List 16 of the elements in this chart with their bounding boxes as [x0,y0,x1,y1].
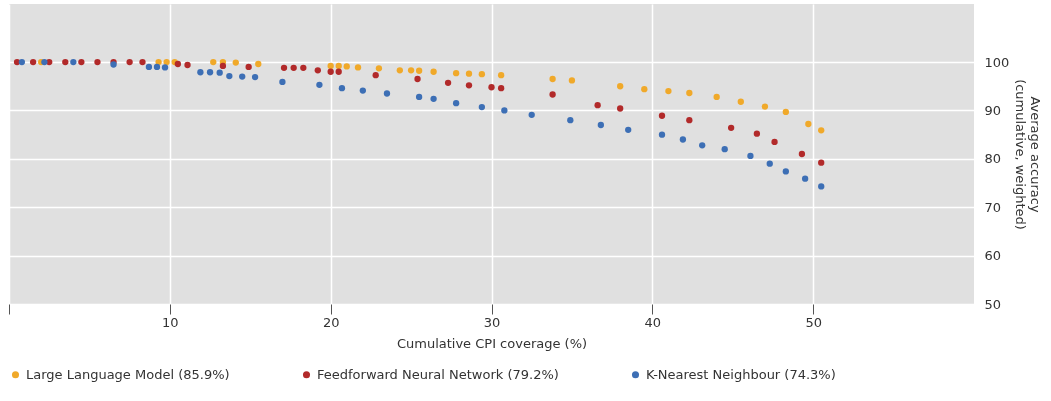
x-axis-title: Cumulative CPI coverage (%) [396,335,588,351]
legend-label: Feedforward Neural Network (79.2%) [317,366,559,382]
legend-label: Large Language Model (85.9%) [26,366,230,382]
legend-label: K-Nearest Neighbour (74.3%) [646,366,836,382]
y-tick-label: 80 [984,151,1002,167]
y-tick-label: 60 [984,248,1002,264]
x-tick-label: 20 [322,314,340,330]
y-tick-label: 90 [984,102,1002,118]
x-tick-label: 30 [483,314,501,330]
x-tick-label: 50 [805,314,822,330]
y-tick-label: 100 [984,54,1010,70]
y-tick-label: 70 [984,199,1002,215]
y-tick-label: 50 [984,296,1002,312]
y-axis-title: Average accuracy (cumulative, weighted) [1013,79,1044,230]
x-tick-label: 10 [162,314,179,330]
x-tick-label: 40 [644,314,662,330]
